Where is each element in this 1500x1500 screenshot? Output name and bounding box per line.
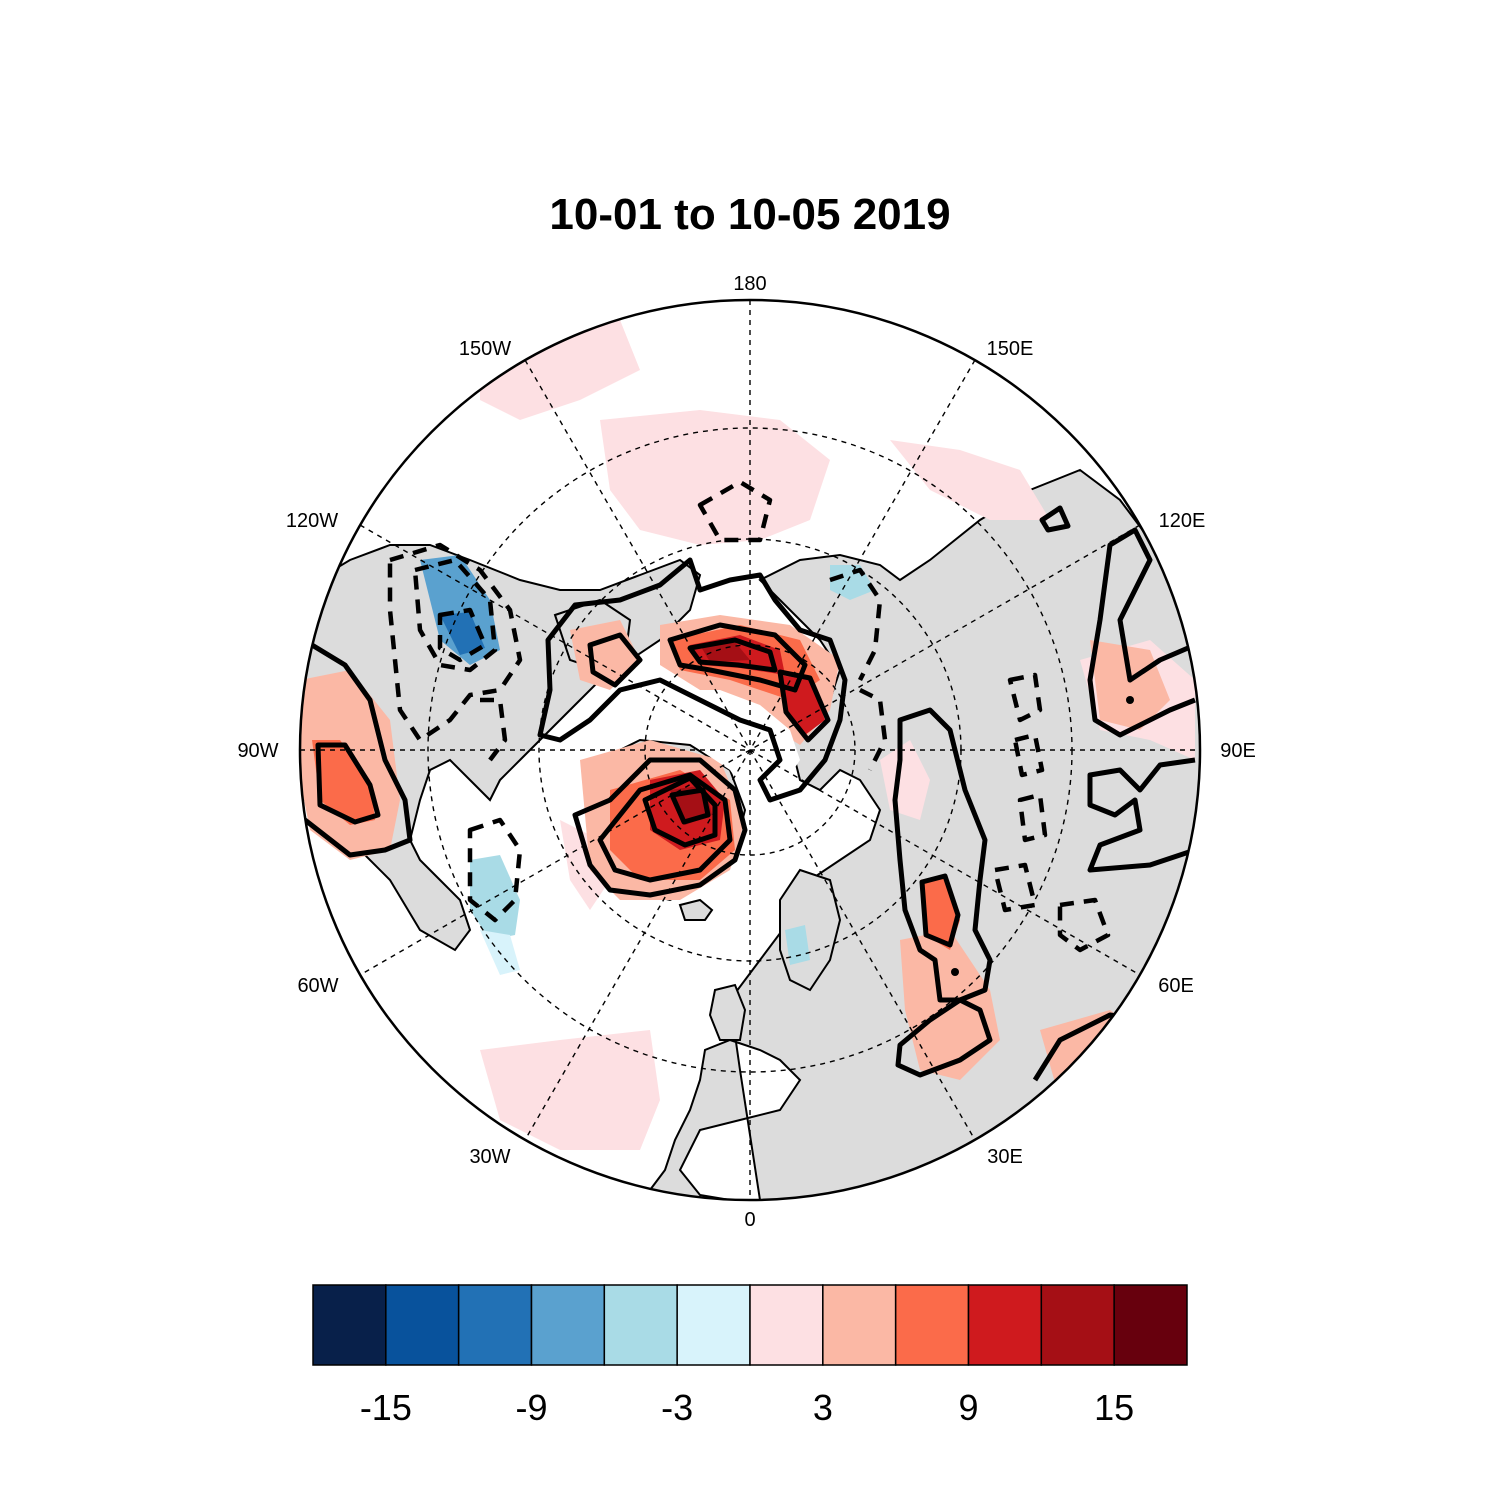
contour-dashed [829,567,883,682]
anomaly-patch [312,740,375,825]
contour-solid [315,742,381,825]
anomaly-patch [890,440,1050,520]
colorbar-swatch [822,1284,897,1366]
longitude-labels: 180 150W 150E 120W 120E 90W 90E 60W 60E … [237,273,1255,1231]
colorbar-tick-label: -3 [661,1387,693,1428]
contour-solid [777,669,831,743]
colorbar-swatch [894,1284,970,1366]
contour-solid [1087,527,1196,738]
lon-label-120w: 120W [286,510,338,532]
solid-contours [303,505,1196,1082]
contour-solid [642,775,718,848]
anomaly-patch [700,642,750,662]
meridian-line [359,524,1141,976]
lon-label-60e: 60E [1158,975,1194,997]
contour-solid [1087,757,1196,873]
colorbar-tick-label: 9 [958,1387,978,1428]
contour-solid [669,787,711,825]
lon-label-180: 180 [733,273,766,295]
lon-label-30w: 30W [469,1146,510,1168]
anomaly-patch [440,612,485,655]
lon-label-90w: 90W [237,740,278,762]
contour-dashed [858,687,888,772]
contour-dashed [1007,672,1043,723]
contour-dashed [1012,732,1045,778]
dashed-contours [387,479,1111,953]
contour-dashed [387,542,523,743]
colorbar-swatch [749,1284,824,1366]
contour-solid [667,622,808,693]
colorbar-swatch [967,1284,1043,1366]
lon-label-150w: 150W [459,338,511,360]
graticule [300,300,1200,1200]
anomaly-patch [600,410,830,545]
contour-point [951,968,959,976]
colorbar-swatch [1113,1284,1188,1366]
contour-solid [892,707,993,1003]
anomaly-patch [1090,640,1170,730]
contour-solid [587,632,643,688]
contour-dashed [1017,792,1048,843]
colorbar-swatch [603,1284,678,1366]
contour-solid [303,642,413,858]
land-britain [708,983,747,1041]
contour-dashed [1057,897,1111,953]
colorbar-tick-label: 3 [813,1387,833,1428]
land-iceland [678,898,714,921]
contour-solid [895,997,993,1078]
colorbar-swatch [457,1284,533,1366]
map-border [298,298,1202,1202]
anomaly-patch [785,925,810,965]
contour-solid [597,772,733,883]
contour-dashed [437,607,488,663]
colorbar-swatch [1040,1284,1115,1366]
contour-solid [919,873,961,948]
lon-label-0: 0 [744,1209,755,1231]
colorbar-swatch [312,1284,387,1366]
map-disk [300,300,1200,1200]
contour-point [1126,696,1134,704]
colorbar-swatch [530,1284,606,1366]
contour-dashed [697,479,773,543]
colorbar: -15 -9 -3 3 9 15 [312,1284,1188,1428]
contour-solid [537,557,848,803]
lon-label-30e: 30E [987,1146,1023,1168]
contour-dashed [480,697,508,762]
lon-label-150e: 150E [987,338,1034,360]
contour-solid [687,637,778,673]
colorbar-tick-label: 15 [1094,1387,1134,1428]
map-title: 10-01 to 10-05 2019 [549,190,951,239]
lon-label-60w: 60W [297,975,338,997]
colorbar-swatch [385,1284,460,1366]
lon-label-120e: 120E [1159,510,1206,532]
contour-solid [572,757,748,898]
lon-label-90e: 90E [1220,740,1256,762]
contour-dashed [467,817,523,923]
anomaly-patch [480,1030,660,1150]
colorbar-tick-label: -9 [515,1387,547,1428]
contour-dashed [412,557,498,673]
colorbar-swatch [676,1284,751,1366]
contour-solid [1039,505,1071,533]
colorbar-tick-label: -15 [360,1387,412,1428]
